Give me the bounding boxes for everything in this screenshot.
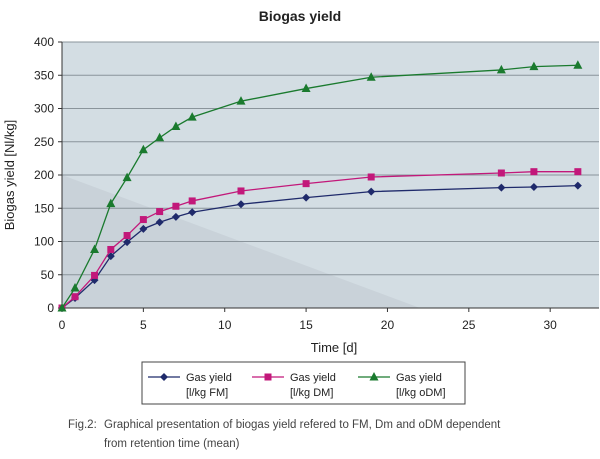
data-point [122, 172, 132, 182]
data-point [57, 303, 67, 312]
x-tick-labels: 0 5 10 15 20 25 30 [59, 318, 558, 332]
caption-line-2: from retention time (mean) [104, 438, 240, 450]
data-point [237, 200, 245, 209]
figure-caption: Fig.2: Graphical presentation of biogas … [68, 416, 594, 454]
x-tick-label: 30 [544, 318, 558, 332]
series-1 [58, 181, 582, 312]
data-point [236, 96, 246, 105]
y-tick-label: 250 [34, 135, 54, 149]
legend-label-unit: [l/kg DM] [290, 387, 333, 399]
data-point [573, 60, 583, 69]
legend-entry-3: Gas yield [l/kg oDM] [358, 372, 446, 399]
data-point [529, 182, 538, 191]
y-tick-label: 300 [34, 102, 54, 116]
y-tick-label: 150 [34, 201, 54, 215]
x-tick-label: 25 [462, 318, 476, 332]
data-point [91, 271, 99, 279]
data-point [301, 83, 311, 93]
legend-marker [264, 373, 272, 381]
data-point [573, 181, 582, 190]
data-point [71, 293, 79, 301]
legend-label: Gas yield [290, 372, 336, 384]
legend-label: Gas yield [186, 372, 232, 384]
y-tick-label: 400 [34, 35, 54, 49]
data-point [529, 61, 539, 71]
legend-entry-1: Gas yield [l/kg FM] [148, 372, 232, 399]
legend-label-unit: [l/kg oDM] [396, 387, 446, 399]
data-point [496, 64, 506, 74]
data-point [188, 197, 196, 205]
data-point [123, 232, 131, 240]
legend: Gas yield[l/kg FM]Gas yield[l/kg DM]Gas … [148, 372, 446, 399]
caption-line-1: Graphical presentation of biogas yield r… [104, 419, 501, 431]
x-tick-label: 0 [59, 318, 66, 332]
data-point [90, 244, 100, 253]
axes [61, 42, 599, 309]
data-point [171, 212, 180, 221]
x-axis-label: Time [d] [311, 340, 357, 355]
data-point [497, 169, 505, 177]
data-point [106, 252, 115, 261]
y-tick-label: 100 [34, 235, 54, 249]
data-point [187, 112, 197, 121]
chart-title: Biogas yield [259, 8, 341, 24]
data-point [367, 187, 376, 196]
data-point [366, 72, 376, 81]
legend-entry-2: Gas yield [l/kg DM] [252, 372, 336, 399]
data-point [123, 238, 132, 247]
legend-marker [369, 372, 379, 381]
data-point [106, 198, 116, 208]
y-tick-label: 0 [47, 301, 54, 315]
x-tick-label: 10 [218, 318, 232, 332]
legend-marker [160, 373, 168, 381]
data-point [367, 173, 375, 181]
data-point [302, 180, 310, 188]
data-point [574, 168, 582, 176]
legend-label: Gas yield [396, 372, 442, 384]
legend-label-unit: [l/kg FM] [186, 387, 228, 399]
x-tick-label: 5 [140, 318, 147, 332]
data-point [107, 245, 115, 253]
data-point [302, 193, 311, 202]
data-point [171, 121, 181, 130]
y-tick-label: 350 [34, 68, 54, 82]
y-tick-label: 50 [41, 268, 55, 282]
series-3 [57, 60, 583, 312]
gridlines [58, 41, 599, 312]
legend-box [141, 361, 466, 405]
x-tick-label: 20 [381, 318, 395, 332]
data-point [155, 132, 165, 142]
data-point [139, 224, 148, 233]
caption-prefix: Fig.2: [68, 419, 97, 431]
data-point [138, 144, 148, 154]
data-point [156, 208, 164, 216]
data-point [188, 208, 197, 217]
data-point [155, 218, 164, 227]
data-point [530, 168, 538, 176]
y-axis-label: Biogas yield [Nl/kg] [2, 120, 17, 231]
y-tick-labels: 0 50 100 150 200 250 300 350 400 [34, 35, 54, 315]
series-lines [57, 60, 583, 312]
x-tick-label: 15 [299, 318, 313, 332]
data-point [139, 216, 147, 224]
data-point [70, 283, 80, 292]
data-point [237, 187, 245, 195]
y-tick-label: 200 [34, 168, 54, 182]
data-point [497, 183, 506, 192]
data-point [172, 202, 180, 210]
